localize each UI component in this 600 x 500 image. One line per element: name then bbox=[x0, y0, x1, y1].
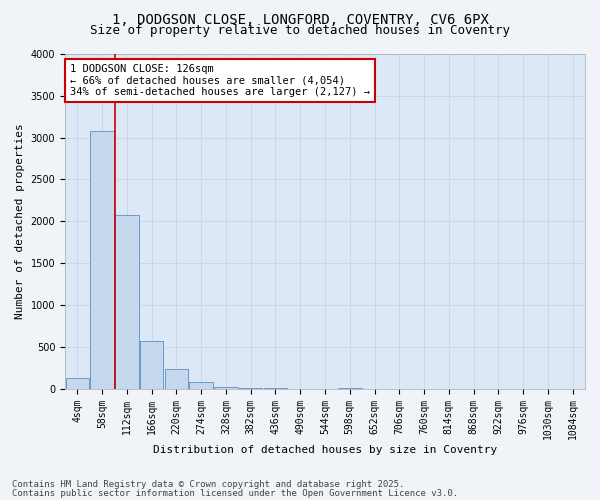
Y-axis label: Number of detached properties: Number of detached properties bbox=[15, 124, 25, 319]
Bar bbox=[91, 131, 114, 388]
Bar bbox=[214, 387, 238, 388]
Bar bbox=[115, 214, 139, 388]
Text: Contains HM Land Registry data © Crown copyright and database right 2025.: Contains HM Land Registry data © Crown c… bbox=[12, 480, 404, 489]
Text: 1, DODGSON CLOSE, LONGFORD, COVENTRY, CV6 6PX: 1, DODGSON CLOSE, LONGFORD, COVENTRY, CV… bbox=[112, 12, 488, 26]
Text: 1 DODGSON CLOSE: 126sqm
← 66% of detached houses are smaller (4,054)
34% of semi: 1 DODGSON CLOSE: 126sqm ← 66% of detache… bbox=[70, 64, 370, 97]
X-axis label: Distribution of detached houses by size in Coventry: Distribution of detached houses by size … bbox=[153, 445, 497, 455]
Bar bbox=[65, 378, 89, 388]
Bar bbox=[164, 370, 188, 388]
Bar bbox=[190, 382, 213, 388]
Text: Contains public sector information licensed under the Open Government Licence v3: Contains public sector information licen… bbox=[12, 489, 458, 498]
Text: Size of property relative to detached houses in Coventry: Size of property relative to detached ho… bbox=[90, 24, 510, 37]
Bar bbox=[140, 341, 163, 388]
